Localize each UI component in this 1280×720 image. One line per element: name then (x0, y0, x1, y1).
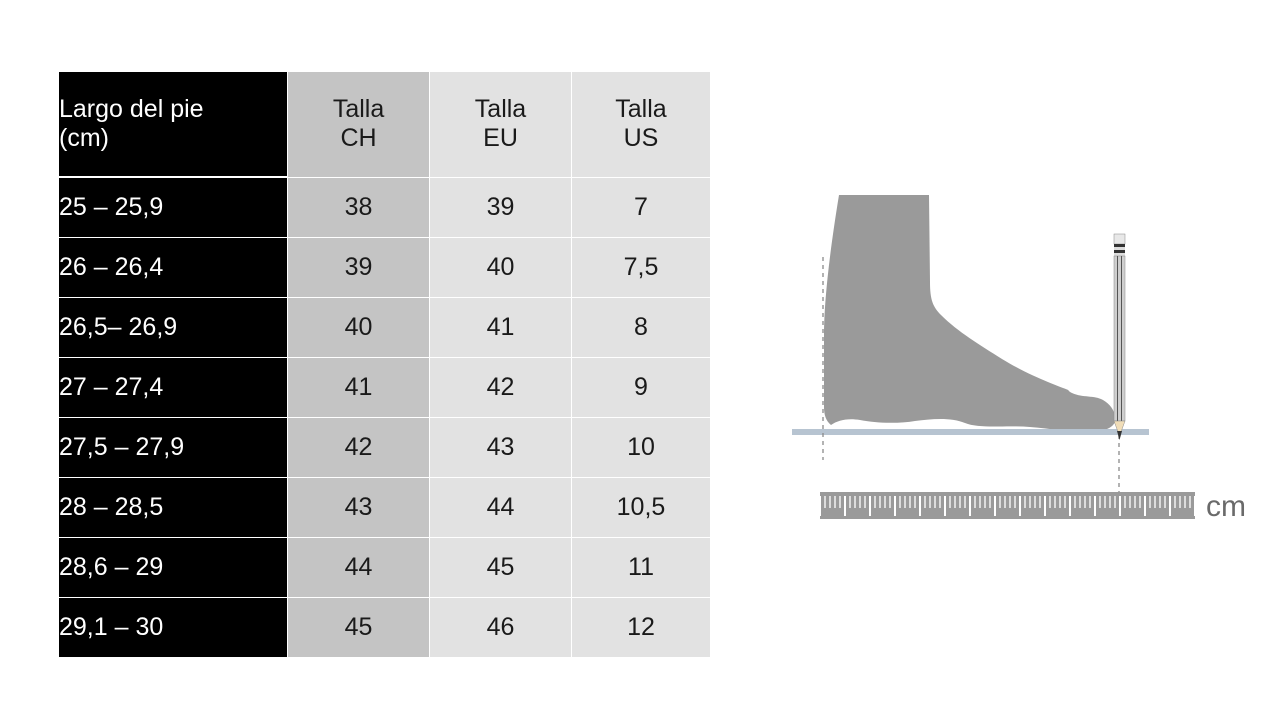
svg-text:cm: cm (1206, 490, 1246, 523)
